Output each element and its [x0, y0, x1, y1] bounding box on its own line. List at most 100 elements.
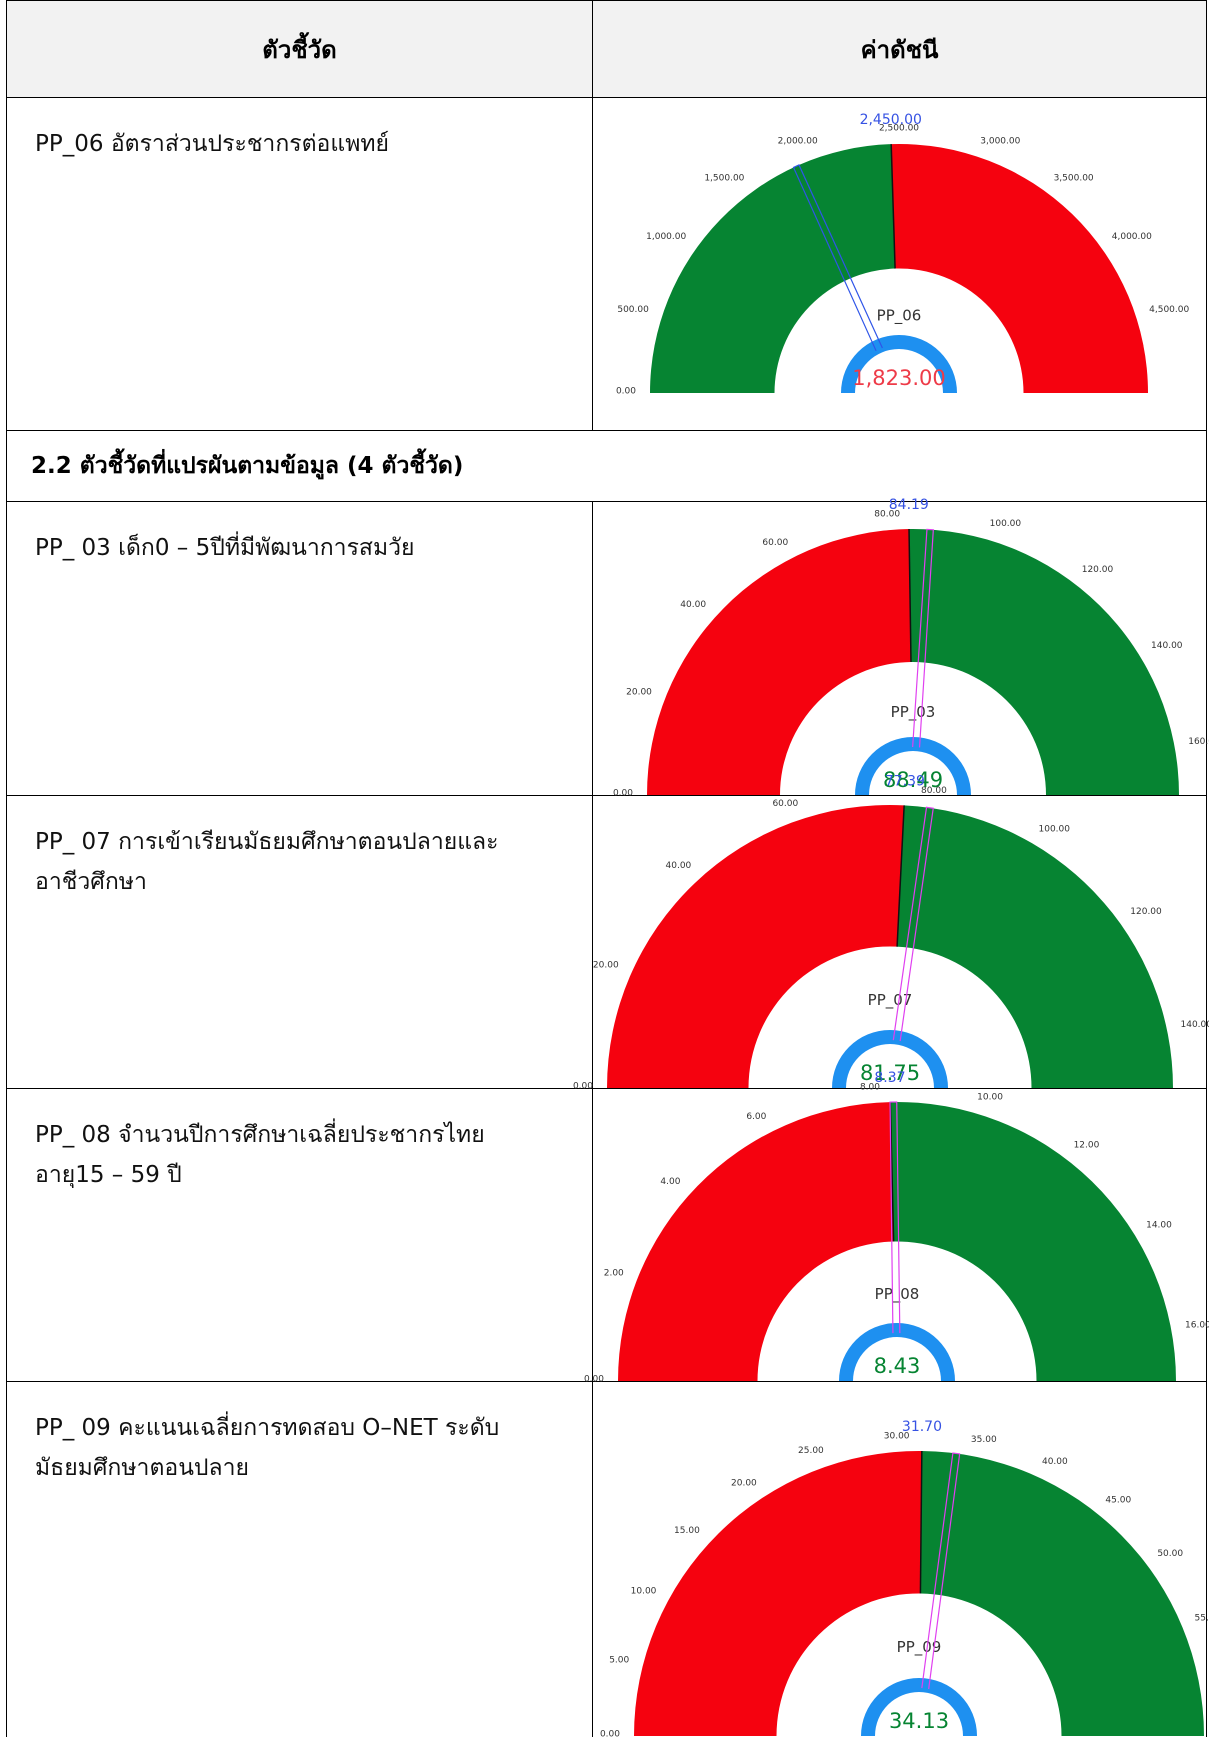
target-line — [896, 805, 905, 947]
gauge-high-band — [891, 144, 1148, 393]
tick-label: 140.00 — [1151, 641, 1183, 651]
indicator-line: PP_ 07 การเข้าเรียนมัธยมศึกษาตอนปลายและ — [35, 829, 499, 855]
tick-label: 20.00 — [731, 1478, 757, 1488]
indicator-line: PP_ 09 คะแนนเฉลี่ยการทดสอบ O–NET ระดับ — [35, 1415, 500, 1441]
tick-label: 120.00 — [1130, 907, 1162, 917]
tick-label: 1,000.00 — [646, 232, 686, 242]
tick-label: 0.00 — [616, 387, 636, 397]
value-ring — [861, 1678, 977, 1736]
value-label: 88.49 — [883, 768, 943, 792]
tick-label: 2.00 — [604, 1269, 624, 1279]
gauge-low-band — [607, 805, 905, 1088]
tick-label: 30.00 — [884, 1431, 910, 1441]
target-line — [908, 529, 912, 663]
indicator-line: PP_06 อัตราส่วนประชากรต่อแพทย์ — [35, 131, 389, 157]
tick-label: 160.00 — [1188, 737, 1209, 747]
tick-label: 2,000.00 — [778, 136, 818, 146]
tick-label: 8.00 — [860, 1083, 880, 1093]
tick-label: 12.00 — [1074, 1141, 1100, 1151]
gauge-low-band — [647, 529, 912, 795]
needle — [892, 806, 934, 1042]
value-label: 34.13 — [889, 1709, 949, 1733]
tick-label: 3,000.00 — [980, 136, 1020, 146]
value-ring — [832, 1030, 948, 1088]
tick-label: 4,000.00 — [1112, 232, 1152, 242]
tick-label: 5.00 — [609, 1656, 629, 1666]
gauge-cell — [592, 1381, 1207, 1737]
value-ring — [841, 335, 957, 393]
tick-label: 60.00 — [762, 538, 788, 548]
tick-label: 80.00 — [921, 786, 947, 796]
target-label: 84.19 — [889, 497, 929, 513]
tick-label: 100.00 — [990, 519, 1022, 529]
gauge-name: PP_06 — [877, 306, 922, 325]
tick-label: 2,500.00 — [879, 124, 919, 134]
tick-label: 40.00 — [680, 600, 706, 610]
indicator-line: อาชีวศึกษา — [35, 869, 147, 895]
tick-label: 4.00 — [660, 1177, 680, 1187]
tick-label: 50.00 — [1157, 1549, 1183, 1559]
tick-label: 3,500.00 — [1054, 174, 1094, 184]
tick-label: 55.00 — [1195, 1613, 1209, 1623]
indicator-cell: PP_ 09 คะแนนเฉลี่ยการทดสอบ O–NET ระดับมั… — [6, 1381, 593, 1737]
tick-label: 35.00 — [971, 1435, 997, 1445]
gauge-high-band — [909, 529, 1179, 795]
tick-label: 4,500.00 — [1149, 305, 1189, 315]
tick-label: 60.00 — [772, 799, 798, 809]
tick-label: 20.00 — [626, 687, 652, 697]
tick-label: 500.00 — [617, 305, 649, 315]
needle — [889, 1101, 901, 1334]
value-label: 81.75 — [860, 1061, 920, 1085]
value-ring — [855, 737, 971, 795]
value-label: 1,823.00 — [852, 366, 946, 390]
indicator-cell: PP_ 08 จำนวนปีการศึกษาเฉลี่ยประชากรไทยอา… — [6, 1088, 593, 1382]
tick-label: 20.00 — [593, 961, 619, 971]
tick-label: 0.00 — [613, 789, 633, 799]
target-label: 77.39 — [885, 773, 925, 789]
indicator-line: มัธยมศึกษาตอนปลาย — [35, 1455, 249, 1481]
indicator-line: PP_ 03 เด็ก0 – 5ปีที่มีพัฒนาการสมวัย — [35, 535, 415, 561]
gauge-low-band — [634, 1451, 922, 1736]
tick-label: 10.00 — [631, 1587, 657, 1597]
needle — [792, 164, 883, 352]
target-line — [919, 1451, 923, 1594]
header-cell: ตัวชี้วัด — [6, 0, 593, 98]
gauge-high-band — [897, 805, 1173, 1088]
indicator-line: PP_ 08 จำนวนปีการศึกษาเฉลี่ยประชากรไทย — [35, 1122, 485, 1148]
tick-label: 25.00 — [798, 1446, 824, 1456]
tick-label: 10.00 — [977, 1093, 1003, 1103]
tick-label: 14.00 — [1146, 1220, 1172, 1230]
gauge-low-band — [650, 144, 896, 393]
tick-label: 80.00 — [874, 510, 900, 520]
tick-label: 45.00 — [1105, 1496, 1131, 1506]
gauge-high-band — [920, 1451, 1204, 1736]
gauge-name: PP_07 — [868, 991, 913, 1010]
value-label: 8.43 — [874, 1354, 921, 1378]
gauge-low-band — [618, 1102, 894, 1381]
gauge-name: PP_08 — [875, 1285, 920, 1304]
value-ring — [839, 1323, 955, 1381]
tick-label: 15.00 — [674, 1526, 700, 1536]
target-label: 8.37 — [874, 1070, 905, 1086]
tick-label: 1,500.00 — [704, 174, 744, 184]
gauge-name: PP_09 — [897, 1638, 942, 1657]
indicator-cell: PP_ 03 เด็ก0 – 5ปีที่มีพัฒนาการสมวัย — [6, 501, 593, 796]
tick-label: 100.00 — [1039, 824, 1071, 834]
indicator-line: อายุ15 – 59 ปี — [35, 1162, 182, 1188]
tick-label: 120.00 — [1082, 565, 1114, 575]
tick-label: 140.00 — [1181, 1020, 1209, 1030]
tick-label: 0.00 — [600, 1730, 620, 1737]
needle — [912, 528, 934, 748]
indicator-cell: PP_ 07 การเข้าเรียนมัธยมศึกษาตอนปลายและอ… — [6, 795, 593, 1089]
target-label: 31.70 — [902, 1419, 942, 1435]
target-line — [890, 144, 896, 269]
tick-label: 0.00 — [584, 1375, 604, 1385]
gauge-high-band — [890, 1102, 1176, 1381]
gauge-name: PP_03 — [891, 703, 936, 722]
tick-label: 0.00 — [573, 1082, 593, 1092]
tick-label: 16.00 — [1185, 1321, 1209, 1331]
needle — [921, 1452, 961, 1690]
target-label: 2,450.00 — [860, 112, 922, 128]
